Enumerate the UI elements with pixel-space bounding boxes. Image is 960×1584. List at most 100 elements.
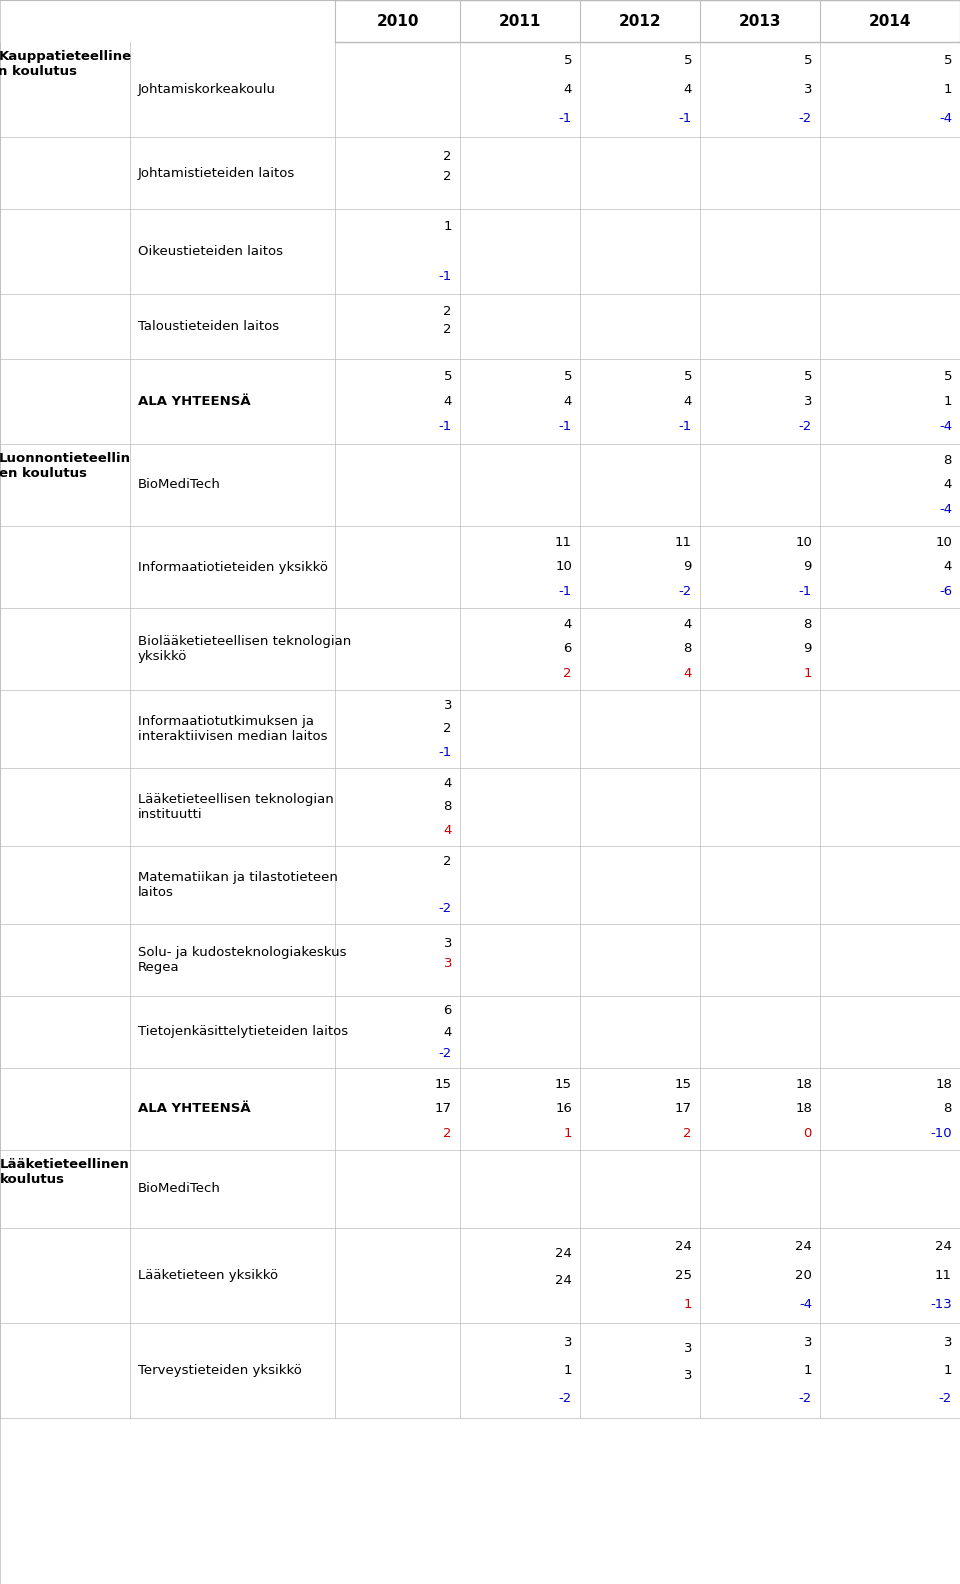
Text: Johtamistieteiden laitos: Johtamistieteiden laitos: [138, 166, 296, 179]
Text: 4: 4: [684, 82, 692, 97]
Text: -2: -2: [559, 1392, 572, 1405]
Text: 4: 4: [684, 667, 692, 680]
Text: 2: 2: [444, 306, 452, 318]
Text: 2011: 2011: [499, 14, 541, 29]
Text: 1: 1: [944, 82, 952, 97]
Text: 18: 18: [935, 1077, 952, 1091]
Text: -4: -4: [799, 1297, 812, 1310]
Text: 3: 3: [944, 1335, 952, 1348]
Text: 4: 4: [444, 824, 452, 836]
Text: 3: 3: [444, 938, 452, 950]
Text: -1: -1: [679, 420, 692, 434]
Text: 5: 5: [684, 54, 692, 68]
Text: -1: -1: [439, 420, 452, 434]
Text: 16: 16: [555, 1102, 572, 1115]
Text: 9: 9: [684, 561, 692, 573]
Text: Lääketieteellinen
koulutus: Lääketieteellinen koulutus: [0, 1158, 130, 1186]
Text: 6: 6: [564, 643, 572, 656]
Text: ALA YHTEENSÄ: ALA YHTEENSÄ: [138, 1102, 251, 1115]
Text: 5: 5: [684, 369, 692, 382]
Text: 4: 4: [944, 561, 952, 573]
Text: 4: 4: [564, 394, 572, 409]
Text: -2: -2: [439, 1047, 452, 1060]
Text: -2: -2: [439, 901, 452, 916]
Text: 4: 4: [444, 1025, 452, 1039]
Text: 3: 3: [444, 699, 452, 713]
Text: Tietojenkäsittelytieteiden laitos: Tietojenkäsittelytieteiden laitos: [138, 1025, 348, 1039]
Text: 10: 10: [795, 535, 812, 550]
Text: 4: 4: [564, 618, 572, 630]
Text: 2010: 2010: [376, 14, 419, 29]
Text: -6: -6: [939, 584, 952, 599]
Text: -2: -2: [939, 1392, 952, 1405]
Text: -4: -4: [939, 420, 952, 434]
Text: -1: -1: [679, 111, 692, 125]
Text: 2: 2: [564, 667, 572, 680]
Text: 5: 5: [804, 369, 812, 382]
Text: -2: -2: [799, 111, 812, 125]
Text: -13: -13: [930, 1297, 952, 1310]
Text: 2014: 2014: [869, 14, 911, 29]
Text: 25: 25: [675, 1269, 692, 1281]
Text: 2: 2: [444, 169, 452, 184]
Text: 11: 11: [935, 1269, 952, 1281]
Text: 1: 1: [444, 220, 452, 233]
Text: 24: 24: [795, 1240, 812, 1253]
Text: 15: 15: [555, 1077, 572, 1091]
Text: Terveystieteiden yksikkö: Terveystieteiden yksikkö: [138, 1364, 301, 1376]
Text: Informaatiotieteiden yksikkö: Informaatiotieteiden yksikkö: [138, 561, 328, 573]
Text: 2: 2: [444, 855, 452, 868]
Text: 3: 3: [804, 82, 812, 97]
Text: Taloustieteiden laitos: Taloustieteiden laitos: [138, 320, 279, 333]
Text: 8: 8: [684, 643, 692, 656]
Text: 4: 4: [444, 778, 452, 790]
Text: Lääketieteen yksikkö: Lääketieteen yksikkö: [138, 1269, 278, 1281]
Text: 0: 0: [804, 1128, 812, 1140]
Text: -1: -1: [439, 271, 452, 284]
Text: 4: 4: [684, 618, 692, 630]
Text: 18: 18: [795, 1102, 812, 1115]
Text: 5: 5: [564, 54, 572, 68]
Text: 3: 3: [444, 957, 452, 969]
Text: 24: 24: [555, 1274, 572, 1286]
Text: -1: -1: [559, 420, 572, 434]
Text: 17: 17: [435, 1102, 452, 1115]
Text: 3: 3: [684, 1342, 692, 1356]
Text: -1: -1: [439, 746, 452, 759]
Text: 20: 20: [795, 1269, 812, 1281]
Text: -1: -1: [799, 584, 812, 599]
Text: 1: 1: [944, 394, 952, 409]
Text: -2: -2: [799, 1392, 812, 1405]
Text: 8: 8: [444, 800, 452, 814]
Text: Kauppatieteelline
n koulutus: Kauppatieteelline n koulutus: [0, 51, 132, 78]
Text: 4: 4: [684, 394, 692, 409]
Text: 4: 4: [944, 478, 952, 491]
Text: 10: 10: [555, 561, 572, 573]
Text: 3: 3: [804, 394, 812, 409]
Text: 5: 5: [564, 369, 572, 382]
Text: 2: 2: [444, 150, 452, 163]
Text: 1: 1: [564, 1128, 572, 1140]
Text: 8: 8: [944, 1102, 952, 1115]
Text: 17: 17: [675, 1102, 692, 1115]
Text: 11: 11: [675, 535, 692, 550]
Text: 5: 5: [444, 369, 452, 382]
Text: 2013: 2013: [739, 14, 781, 29]
Text: ALA YHTEENSÄ: ALA YHTEENSÄ: [138, 394, 251, 409]
Text: -2: -2: [679, 584, 692, 599]
Text: 8: 8: [944, 455, 952, 467]
Text: 24: 24: [935, 1240, 952, 1253]
Text: 9: 9: [804, 643, 812, 656]
Text: 2: 2: [684, 1128, 692, 1140]
Text: Luonnontieteellin
en koulutus: Luonnontieteellin en koulutus: [0, 451, 131, 480]
Text: 1: 1: [804, 667, 812, 680]
Text: 15: 15: [435, 1077, 452, 1091]
Text: Biolääketieteellisen teknologian
yksikkö: Biolääketieteellisen teknologian yksikkö: [138, 635, 351, 664]
Text: 2012: 2012: [618, 14, 661, 29]
Text: Lääketieteellisen teknologian
instituutti: Lääketieteellisen teknologian instituutt…: [138, 794, 334, 821]
Text: 4: 4: [564, 82, 572, 97]
Text: Matematiikan ja tilastotieteen
laitos: Matematiikan ja tilastotieteen laitos: [138, 871, 338, 900]
Text: Johtamiskorkeakoulu: Johtamiskorkeakoulu: [138, 82, 276, 97]
Text: 8: 8: [804, 618, 812, 630]
Text: 5: 5: [804, 54, 812, 68]
